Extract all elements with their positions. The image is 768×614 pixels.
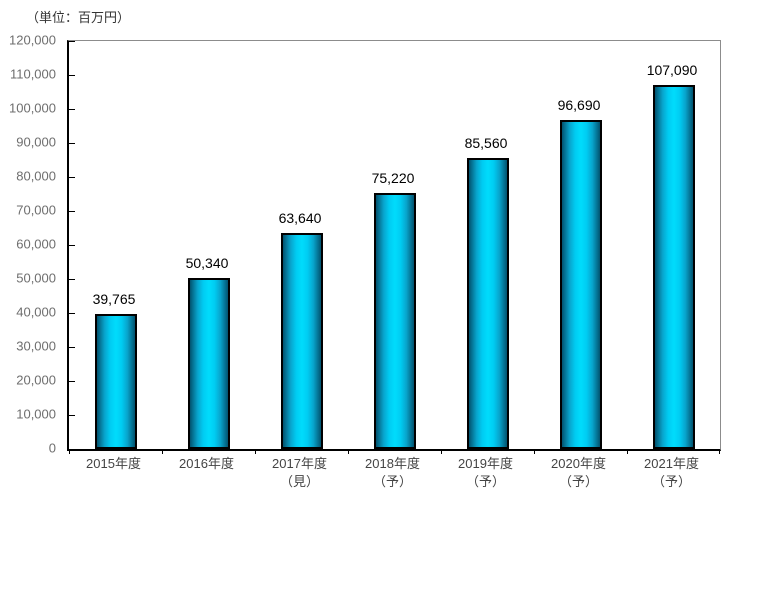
y-axis-tick [69, 347, 75, 348]
y-axis-tick [69, 109, 75, 110]
y-axis-tick [69, 177, 75, 178]
x-axis-category-label: 2019年度 （予） [458, 456, 513, 489]
x-axis-tick [534, 449, 535, 454]
x-axis-category-label: 2017年度 （見） [272, 456, 327, 489]
bar-value-label: 50,340 [185, 255, 229, 271]
y-axis-tick [69, 279, 75, 280]
x-axis-category-label: 2021年度 （予） [644, 456, 699, 489]
bar-2021年度 [653, 85, 695, 449]
x-axis-tick [348, 449, 349, 454]
bar-2019年度 [467, 158, 509, 449]
x-axis-tick [719, 449, 720, 454]
y-axis-tick-label: 20,000 [16, 372, 56, 388]
y-axis-tick-label: 70,000 [16, 202, 56, 218]
y-axis-tick [69, 245, 75, 246]
plot-area [67, 40, 721, 454]
chart-unit-label: （単位：百万円） [26, 10, 131, 25]
bar-2017年度 [281, 233, 323, 449]
y-axis-tick-label: 30,000 [16, 338, 56, 354]
bar-value-label: 39,765 [92, 291, 136, 307]
bar-2020年度 [560, 120, 602, 449]
x-axis-category-label: 2018年度 （予） [365, 456, 420, 489]
y-axis-tick [69, 75, 75, 76]
x-axis-tick [255, 449, 256, 454]
x-axis-tick [162, 449, 163, 454]
y-axis-tick [69, 313, 75, 314]
bar-value-label: 75,220 [371, 170, 415, 186]
bar-2015年度 [95, 314, 137, 449]
y-axis-tick [69, 211, 75, 212]
x-axis-tick [69, 449, 70, 454]
y-axis-tick-label: 0 [48, 440, 56, 456]
y-axis-tick-label: 50,000 [16, 270, 56, 286]
y-axis-tick-label: 40,000 [16, 304, 56, 320]
y-axis-tick-label: 110,000 [9, 66, 56, 82]
y-axis-tick [69, 41, 75, 42]
x-axis-category-label: 2016年度 [179, 456, 234, 471]
y-axis-tick [69, 143, 75, 144]
y-axis-tick [69, 381, 75, 382]
bar-value-label: 85,560 [464, 135, 508, 151]
y-axis-tick-label: 100,000 [9, 100, 56, 116]
bar-value-label: 107,090 [646, 62, 698, 78]
y-axis-tick [69, 415, 75, 416]
y-axis-tick-label: 90,000 [16, 134, 56, 150]
y-axis-tick-label: 80,000 [16, 168, 56, 184]
x-axis-tick [627, 449, 628, 454]
x-axis-category-label: 2015年度 [86, 456, 141, 471]
y-axis-tick-label: 10,000 [16, 406, 56, 422]
bar-value-label: 63,640 [278, 210, 322, 226]
x-axis-tick [441, 449, 442, 454]
bar-value-label: 96,690 [557, 97, 601, 113]
bar-2018年度 [374, 193, 416, 449]
x-axis-category-label: 2020年度 （予） [551, 456, 606, 489]
bar-2016年度 [188, 278, 230, 449]
y-axis-tick-label: 120,000 [9, 32, 56, 48]
y-axis-tick-label: 60,000 [16, 236, 56, 252]
